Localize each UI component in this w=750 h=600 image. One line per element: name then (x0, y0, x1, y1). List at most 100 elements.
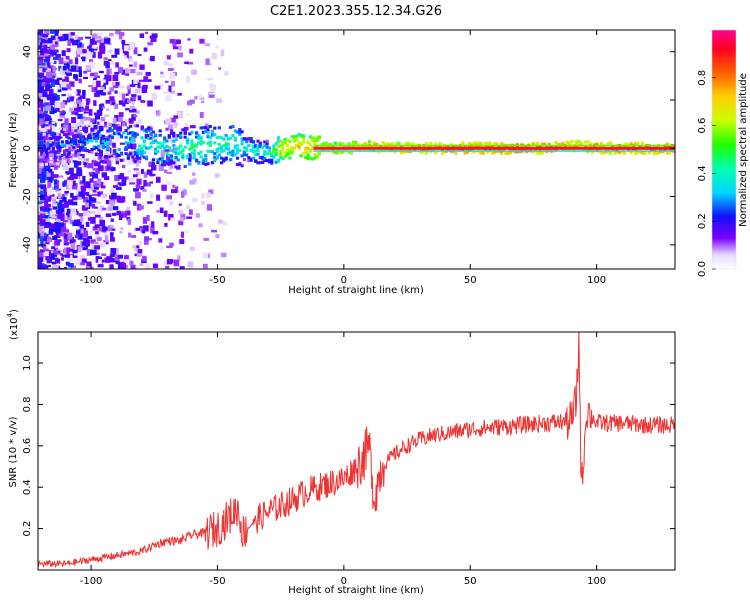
spectrogram-cell (129, 42, 135, 50)
spectrogram-cell (102, 226, 108, 231)
spectrogram-cell (281, 142, 285, 146)
spectrogram-cell (125, 108, 130, 111)
spectrogram-cell (94, 245, 100, 250)
spectrogram-cell (62, 181, 66, 187)
spectrogram-cell (579, 141, 583, 145)
spectrogram-cell (665, 151, 670, 155)
spectrogram-cell (79, 102, 84, 106)
spectrogram-cell (90, 130, 94, 135)
spectrogram-cell (286, 152, 290, 156)
spectrogram-cell (149, 127, 153, 131)
spectrogram-cell (105, 213, 112, 218)
spectrogram-cell (306, 153, 310, 157)
spectrogram-cell (109, 139, 113, 146)
spectrogram-cell (290, 149, 294, 153)
spectrogram-cell (77, 196, 82, 200)
spectrogram-cell (78, 101, 85, 105)
spectrogram-cell (195, 131, 199, 135)
spectrogram-cell (38, 175, 44, 179)
spectrogram-cell (51, 142, 55, 146)
spectrogram-cell (77, 113, 83, 119)
spectrogram-cell (85, 105, 90, 111)
spectrogram-cell (65, 141, 69, 145)
spectrogram-cell (195, 213, 200, 218)
spectrogram-cell (365, 148, 369, 152)
spectrogram-cell (40, 155, 44, 159)
spectrogram-cell (209, 92, 215, 95)
spectrogram-cell (347, 150, 351, 154)
spectrogram-cell (263, 159, 267, 162)
spectrogram-cell (270, 160, 274, 164)
spectrogram-cell (60, 143, 64, 147)
spectrogram-cell (213, 133, 217, 137)
spectrogram-cell (215, 155, 219, 159)
y-tick-label: -20 (22, 188, 33, 204)
spectrogram-cell (95, 231, 99, 235)
spectrogram-cell (263, 157, 267, 161)
spectrogram-cell (119, 86, 125, 89)
spectrogram-cell (53, 179, 57, 185)
spectrogram-cell (118, 116, 123, 123)
y-tick-label: 0.4 (22, 479, 33, 495)
spectrogram-cell (110, 136, 114, 140)
spectrogram-cell (56, 225, 62, 229)
spectrogram-cell (122, 93, 126, 101)
spectrogram-cell (195, 158, 199, 162)
spectrogram-cell (76, 39, 81, 42)
spectrogram-cell (554, 141, 558, 145)
spectrogram-cell (238, 162, 242, 166)
spectrogram-cell (295, 137, 299, 141)
spectrogram-cell (39, 84, 44, 90)
spectrogram-cell (144, 146, 149, 150)
spectrogram-cell (160, 245, 164, 250)
spectrogram-cell (256, 144, 260, 148)
spectrogram-cell (51, 215, 57, 219)
spectrogram-cell (76, 47, 83, 55)
spectrogram-cell (65, 212, 70, 218)
spectrogram-cell (192, 148, 196, 152)
spectrogram-cell (52, 50, 57, 56)
spectrogram-cell (101, 139, 105, 143)
spectrogram-cell (41, 232, 47, 236)
spectrogram-cell (52, 136, 57, 140)
spectrogram-cell (168, 67, 174, 71)
spectrogram-cell (145, 31, 149, 35)
spectrogram-cell (47, 157, 51, 161)
spectrogram-cell (39, 56, 44, 61)
spectrogram-cell (85, 202, 89, 208)
spectrogram-cell (81, 145, 85, 149)
spectrogram-cell (201, 126, 205, 130)
spectrogram-cell (311, 157, 315, 161)
spectrogram-cell (147, 129, 151, 133)
spectrogram-cell (38, 224, 43, 232)
spectrogram-cell (70, 96, 74, 102)
spectrogram-cell (54, 30, 60, 33)
spectrogram-cell (165, 95, 172, 102)
spectrogram-cell (502, 143, 506, 147)
spectrogram-cell (67, 160, 71, 163)
spectrogram-cell (111, 82, 116, 86)
spectrogram-cell (112, 251, 117, 255)
spectrogram-cell (164, 222, 168, 227)
spectrogram-cell (79, 224, 85, 232)
spectrogram-cell (104, 235, 109, 242)
spectrogram-cell (210, 161, 215, 165)
spectrogram-cell (122, 211, 127, 214)
spectrogram-cell (186, 205, 190, 210)
spectrogram-cell (81, 205, 88, 211)
spectrogram-cell (74, 129, 78, 133)
spectrogram-cell (94, 134, 99, 138)
spectrogram-cell (140, 154, 144, 158)
spectrogram-cell (176, 158, 180, 162)
spectrogram-cell (206, 135, 210, 139)
spectrogram-cell (322, 142, 326, 146)
spectrogram-cell (397, 141, 401, 145)
spectrogram-cell (72, 249, 78, 254)
spectrogram-cell (349, 150, 353, 154)
spectrogram-cell (105, 64, 110, 69)
spectrogram-cell (254, 149, 258, 153)
spectrogram-cell (129, 182, 136, 185)
spectrogram-cell (38, 147, 42, 153)
spectrogram-cell (139, 64, 145, 70)
spectrogram-cell (177, 92, 182, 96)
